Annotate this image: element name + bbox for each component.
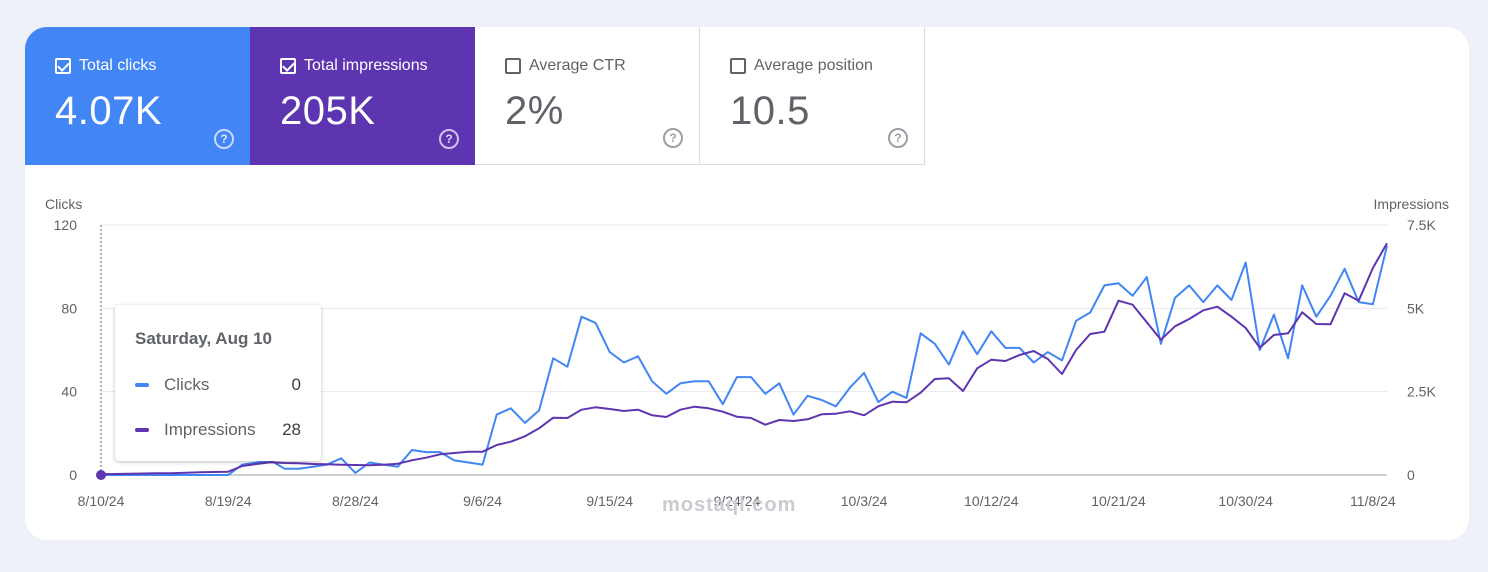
metric-value: 10.5 [730,89,810,133]
performance-chart[interactable]: 0 0 40 2.5K 80 5K 120 7.5K 8/10/24 8/19/24 8/28/24… [25,27,1469,540]
help-icon[interactable]: ? [888,128,908,148]
tooltip-row-clicks: Clicks 0 [135,375,301,395]
tooltip-series-name: Clicks [164,375,210,394]
metric-label: Average position [754,57,873,74]
metric-tile-average-ctr[interactable]: Average CTR 2% ? [475,27,700,165]
watermark-text: mostaql.com [662,494,797,516]
checkbox-unchecked-icon[interactable] [505,58,521,74]
series-line-clicks [101,245,1388,476]
metric-label: Average CTR [529,57,626,74]
right-axis-title: Impressions [1373,196,1449,212]
metric-header: Total clicks [55,57,156,75]
left-axis-title: Clicks [45,196,83,212]
x-tick-label: 8/10/24 [78,493,125,509]
metric-header: Average position [730,57,873,75]
right-tick-label: 5K [1407,300,1425,316]
left-tick-label: 80 [61,300,77,316]
metric-tiles: Total clicks 4.07K ? Total impressions 2… [25,27,925,165]
x-tick-label: 9/15/24 [586,493,633,509]
metric-label: Total impressions [304,57,428,74]
metric-tile-total-impressions[interactable]: Total impressions 205K ? [250,27,475,165]
metric-tile-average-position[interactable]: Average position 10.5 ? [700,27,925,165]
chart-tooltip: Saturday, Aug 10 Clicks 0 Impressions 28 [115,305,321,461]
impressions-swatch [135,428,149,432]
metric-label: Total clicks [79,57,157,74]
x-tick-label: 10/3/24 [841,493,888,509]
performance-card: Total clicks 4.07K ? Total impressions 2… [25,27,1469,540]
x-tick-label: 11/8/24 [1350,493,1396,509]
x-tick-label: 9/24/24 [714,493,761,509]
right-tick-label: 2.5K [1407,384,1436,400]
x-tick-label: 8/28/24 [332,493,379,509]
tooltip-series-value: 28 [282,420,301,439]
checkbox-checked-icon[interactable] [55,58,71,74]
checkbox-checked-icon[interactable] [280,58,296,74]
x-tick-label: 9/6/24 [463,493,502,509]
left-tick-label: 40 [61,384,77,400]
metric-value: 205K [280,89,376,133]
help-icon[interactable]: ? [439,129,459,149]
left-tick-label: 120 [54,217,78,233]
metric-value: 4.07K [55,89,163,133]
help-icon[interactable]: ? [663,128,683,148]
metric-tile-total-clicks[interactable]: Total clicks 4.07K ? [25,27,250,165]
x-tick-label: 10/30/24 [1218,493,1273,509]
x-tick-label: 8/19/24 [205,493,252,509]
tooltip-row-impressions: Impressions 28 [135,420,301,440]
metric-value: 2% [505,89,564,133]
metric-header: Total impressions [280,57,428,75]
metric-header: Average CTR [505,57,626,75]
right-tick-label: 7.5K [1407,217,1436,233]
series-line-impressions [100,242,1388,476]
checkbox-unchecked-icon[interactable] [730,58,746,74]
clicks-swatch [135,383,149,387]
tooltip-date: Saturday, Aug 10 [135,329,272,348]
hover-point [96,470,106,480]
tooltip-series-value: 0 [291,375,301,394]
x-tick-label: 10/12/24 [964,493,1019,509]
right-tick-label: 0 [1407,467,1415,483]
help-icon[interactable]: ? [214,129,234,149]
tooltip-series-name: Impressions [164,420,256,439]
x-tick-label: 10/21/24 [1091,493,1146,509]
left-tick-label: 0 [69,467,77,483]
